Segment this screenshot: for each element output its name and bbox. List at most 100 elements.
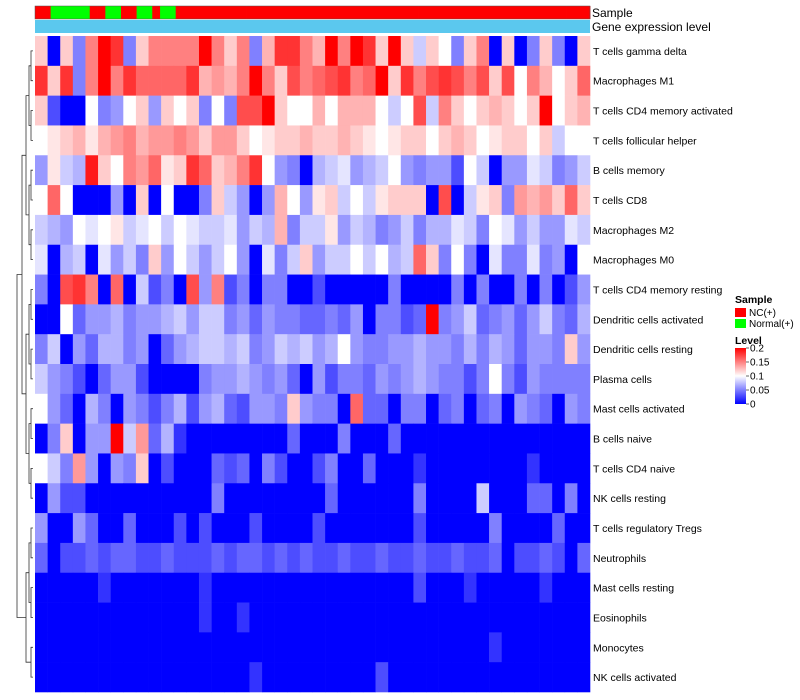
sample-cell xyxy=(441,6,450,19)
heatmap-cell xyxy=(350,95,364,126)
heatmap-cell xyxy=(564,453,578,484)
heatmap-cell xyxy=(161,453,175,484)
heatmap-cell xyxy=(123,602,137,633)
heatmap-cell xyxy=(198,513,212,544)
heatmap-cell xyxy=(60,542,74,574)
heatmap-cell xyxy=(426,244,439,275)
heatmap-cell xyxy=(438,95,452,126)
heatmap-cell xyxy=(35,393,48,424)
heatmap-cell xyxy=(489,393,502,424)
heatmap-cell xyxy=(123,185,137,216)
heatmap-cell xyxy=(476,393,490,424)
row-label: Macrophages M0 xyxy=(593,255,674,267)
heatmap-cell xyxy=(198,214,212,246)
heatmap-cell xyxy=(35,304,48,335)
heatmap-cell xyxy=(400,364,414,395)
heatmap-cell xyxy=(438,36,452,67)
heatmap-cell xyxy=(463,95,477,126)
heatmap-cell xyxy=(110,632,124,663)
heatmap-cell xyxy=(514,453,528,484)
heatmap-cell xyxy=(539,304,553,335)
heatmap-cell xyxy=(337,36,351,67)
heatmap-cell xyxy=(514,304,528,335)
heatmap-cell xyxy=(362,542,376,574)
heatmap-cell xyxy=(287,453,301,484)
heatmap-cell xyxy=(186,572,200,603)
heatmap-cell xyxy=(451,334,465,365)
heatmap-cell xyxy=(489,185,502,216)
heatmap-cell xyxy=(325,513,339,544)
heatmap-cell xyxy=(198,274,212,305)
heatmap-cell xyxy=(388,423,402,454)
sample-cell xyxy=(324,6,333,19)
heatmap-cell xyxy=(211,185,225,216)
sample-cell xyxy=(347,6,356,19)
heatmap-cell xyxy=(35,483,48,514)
sample-cell xyxy=(230,6,239,19)
heatmap-cell xyxy=(198,65,212,96)
heatmap-cell xyxy=(489,36,502,67)
heatmap-cell xyxy=(325,423,339,454)
heatmap-cell xyxy=(135,274,149,305)
heatmap-cell xyxy=(337,423,351,454)
heatmap-cell xyxy=(337,214,351,246)
heatmap-cell xyxy=(135,95,149,126)
heatmap-cell xyxy=(476,632,490,663)
heatmap-cell xyxy=(325,125,339,156)
heatmap-cell xyxy=(85,214,99,246)
sample-cell xyxy=(58,6,67,19)
heatmap-cell xyxy=(489,274,502,305)
heatmap-cell xyxy=(262,453,275,484)
heatmap-cell xyxy=(198,542,212,574)
heatmap-cell xyxy=(236,185,250,216)
dendrogram-branch xyxy=(25,95,29,216)
heatmap-cell xyxy=(400,274,414,305)
sample-cell xyxy=(464,6,474,19)
heatmap-cell xyxy=(476,244,490,275)
heatmap-cell xyxy=(451,483,465,514)
heatmap-cell xyxy=(123,393,137,424)
heatmap-cell xyxy=(85,274,99,305)
heatmap-cell xyxy=(463,393,477,424)
heatmap-cell xyxy=(274,334,288,365)
heatmap-cell xyxy=(287,214,301,246)
heatmap-cell xyxy=(249,542,263,574)
heatmap-cell xyxy=(110,423,124,454)
heatmap-cell xyxy=(400,304,414,335)
heatmap-cell xyxy=(413,125,427,156)
heatmap-cell xyxy=(236,453,250,484)
heatmap-cell xyxy=(60,155,74,186)
heatmap-cell xyxy=(489,364,502,395)
sample-cell xyxy=(558,6,567,19)
sample-cell xyxy=(246,6,255,19)
heatmap-cell xyxy=(211,572,225,603)
heatmap-cell xyxy=(249,483,263,514)
heatmap-cell xyxy=(47,364,61,395)
heatmap-cell xyxy=(463,483,477,514)
row-label: Dendritic cells resting xyxy=(593,344,693,356)
heatmap-cell xyxy=(60,393,74,424)
heatmap-cell xyxy=(72,274,86,305)
heatmap-cell xyxy=(413,304,427,335)
heatmap-cell xyxy=(400,125,414,156)
heatmap-cell xyxy=(325,304,339,335)
heatmap-cell xyxy=(98,155,111,186)
heatmap-cell xyxy=(98,244,111,275)
heatmap-cell xyxy=(526,95,540,126)
heatmap-cell xyxy=(426,393,439,424)
heatmap-cell xyxy=(173,95,187,126)
heatmap-cell xyxy=(186,423,200,454)
heatmap-cell xyxy=(325,95,339,126)
heatmap-cell xyxy=(514,364,528,395)
heatmap-cell xyxy=(451,214,465,246)
heatmap-cell xyxy=(312,393,326,424)
heatmap-cell xyxy=(552,65,566,96)
heatmap-cell xyxy=(98,304,111,335)
heatmap-cell xyxy=(148,304,162,335)
heatmap-cell xyxy=(337,602,351,633)
heatmap-cell xyxy=(186,185,200,216)
sample-cell xyxy=(120,6,130,19)
heatmap-cell xyxy=(526,423,540,454)
heatmap-cell xyxy=(198,662,212,693)
heatmap-cell xyxy=(388,36,402,67)
